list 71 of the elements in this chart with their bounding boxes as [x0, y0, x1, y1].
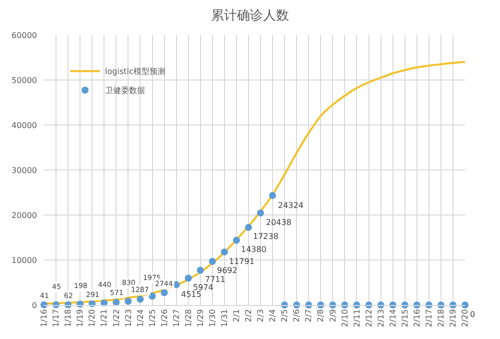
chart-title: 累计确诊人数	[211, 8, 289, 24]
y-tick-label: 50000	[12, 76, 37, 85]
x-tick-label: 1/19	[76, 309, 85, 328]
point	[462, 302, 468, 308]
x-tick-label: 2/8	[316, 309, 326, 322]
data-label: 4515	[181, 290, 202, 299]
x-tick-label: 2/18	[436, 309, 446, 328]
data-label: 0	[470, 310, 476, 319]
x-tick-label: 2/6	[292, 309, 302, 322]
x-tick-label: 2/11	[352, 309, 362, 328]
point	[160, 289, 168, 296]
point	[40, 301, 48, 308]
data-label: 20438	[266, 218, 292, 227]
x-tick-label: 2/13	[376, 309, 386, 328]
x-tick-label: 1/30	[208, 309, 217, 328]
point	[112, 298, 120, 306]
x-tick-label: 2/17	[424, 309, 434, 328]
x-tick-label: 2/14	[388, 309, 398, 328]
point	[124, 298, 132, 305]
x-tick-label: 2/4	[268, 309, 278, 322]
y-tick-label: 60000	[12, 30, 37, 40]
x-tick-label: 2/12	[364, 309, 374, 328]
x-tick-label: 2/2	[244, 309, 254, 322]
x-tick-label: 2/16	[412, 309, 422, 328]
y-tick-label: 40000	[12, 120, 37, 130]
x-tick-label: 1/21	[100, 309, 109, 328]
y-tick-label: 30000	[12, 166, 37, 175]
data-label: 11791	[229, 257, 254, 266]
data-label: 14380	[241, 245, 266, 254]
x-tick-label: 2/19	[448, 309, 458, 328]
x-tick-label: 2/15	[400, 309, 410, 328]
x-tick-label: 1/22	[112, 309, 121, 328]
x-tick-label: 1/31	[220, 309, 230, 328]
x-tick-label: 2/20	[460, 309, 470, 328]
point	[244, 224, 252, 231]
x-tick-label: 1/25	[148, 309, 157, 328]
point	[196, 266, 204, 274]
y-tick-label: 20000	[12, 210, 37, 220]
y-tick-label: 10000	[12, 256, 37, 265]
y-tick-label: 0	[32, 300, 37, 310]
x-tick-label: 1/18	[64, 309, 73, 328]
data-label: 24324	[278, 201, 304, 210]
x-tick-label: 1/28	[184, 309, 193, 328]
x-tick-label: 1/20	[88, 309, 97, 328]
legend-label: 卫健委数据	[105, 86, 146, 96]
point	[184, 274, 192, 282]
point	[232, 236, 240, 244]
data-label: 5974	[193, 283, 214, 292]
x-tick-label: 1/27	[172, 309, 181, 328]
x-tick-label: 2/1	[232, 309, 242, 322]
x-tick-label: 2/10	[340, 309, 350, 328]
x-tick-label: 1/26	[160, 309, 169, 328]
point	[220, 248, 228, 256]
x-tick-label: 1/16	[40, 309, 49, 328]
point	[269, 192, 276, 200]
x-tick-label: 1/24	[136, 309, 145, 328]
point	[136, 296, 144, 303]
data-label: 9692	[217, 266, 238, 275]
data-label: 17238	[253, 232, 278, 241]
x-tick-label: 1/29	[196, 309, 205, 328]
x-tick-label: 2/9	[328, 309, 338, 322]
data-label: 7711	[205, 275, 226, 284]
point	[208, 258, 216, 265]
x-tick-label: 1/23	[124, 309, 133, 328]
x-tick-label: 2/3	[256, 309, 266, 322]
x-tick-label: 2/5	[280, 309, 290, 322]
legend-label: logistic模型预测	[105, 67, 166, 76]
x-tick-label: 2/7	[304, 309, 314, 322]
point	[148, 292, 156, 300]
point	[257, 210, 264, 217]
x-tick-label: 1/17	[52, 309, 61, 328]
